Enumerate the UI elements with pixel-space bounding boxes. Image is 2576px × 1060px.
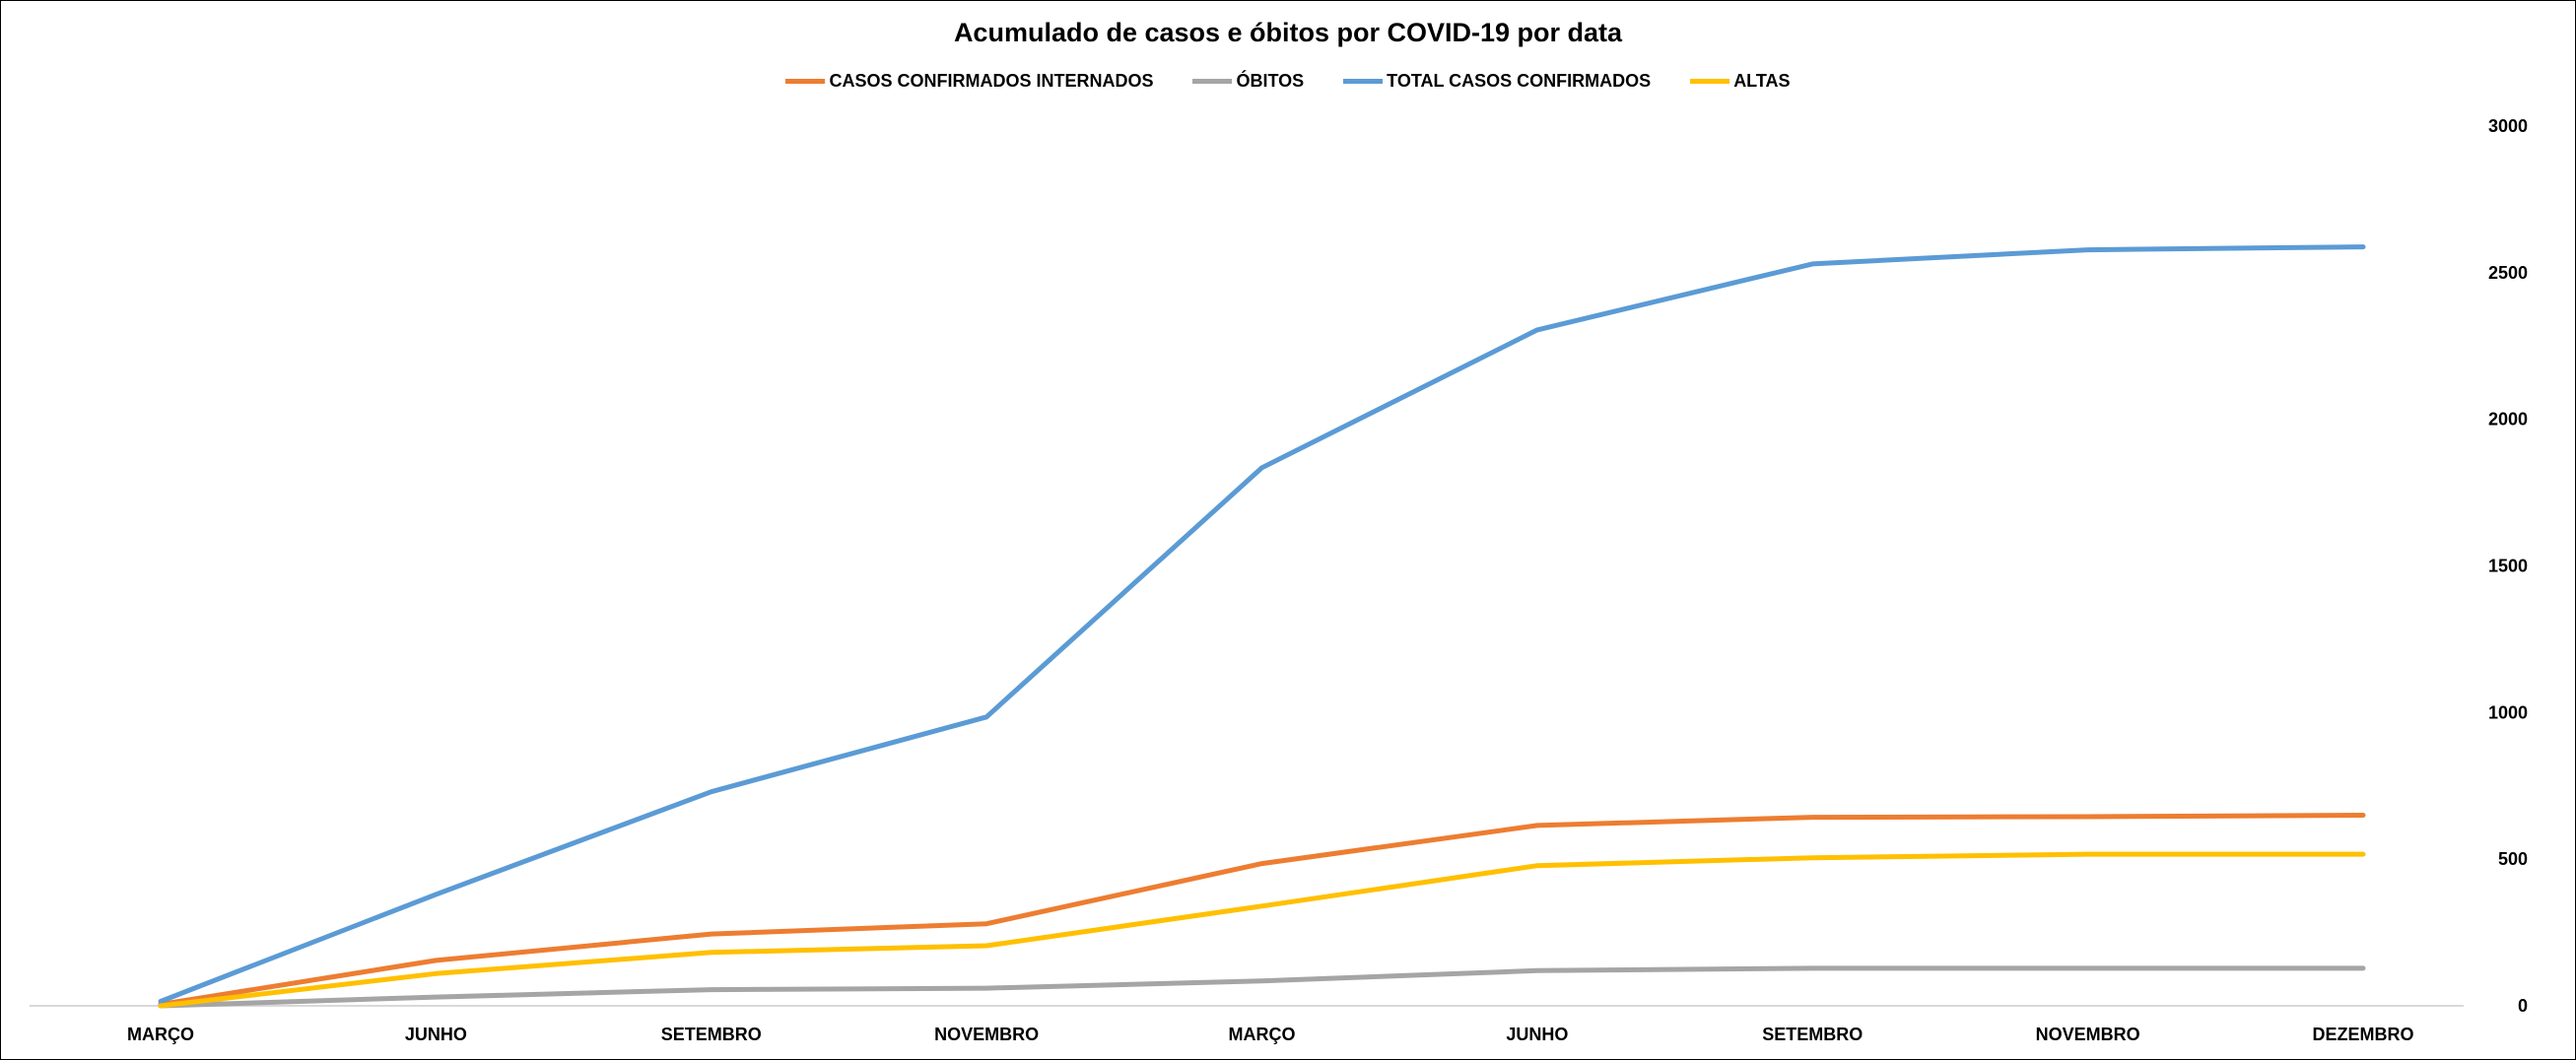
- legend-swatch: [1192, 79, 1233, 84]
- y-tick-label: 1000: [2488, 702, 2528, 722]
- legend-label: ÓBITOS: [1236, 71, 1305, 91]
- legend-label: ALTAS: [1733, 71, 1791, 91]
- x-tick-label: SETEMBRO: [661, 1025, 762, 1044]
- x-tick-label: NOVEMBRO: [934, 1025, 1039, 1044]
- series-line: [158, 965, 2366, 1009]
- series-line: [158, 851, 2366, 1009]
- chart-title: Acumulado de casos e óbitos por COVID-19…: [953, 18, 1623, 47]
- x-tick-label: JUNHO: [405, 1025, 467, 1044]
- legend-swatch: [1690, 79, 1730, 84]
- legend-swatch: [785, 79, 826, 84]
- x-tick-label: DEZEMBRO: [2313, 1025, 2414, 1044]
- y-tick-label: 1500: [2488, 557, 2528, 576]
- legend-label: TOTAL CASOS CONFIRMADOS: [1387, 71, 1652, 91]
- y-tick-label: 500: [2498, 849, 2528, 869]
- series-line: [158, 244, 2366, 1004]
- legend-item: ALTAS: [1690, 71, 1791, 92]
- legend-label: CASOS CONFIRMADOS INTERNADOS: [829, 71, 1154, 91]
- x-tick-label: JUNHO: [1506, 1025, 1568, 1044]
- y-tick-label: 2500: [2488, 263, 2528, 283]
- legend-item: TOTAL CASOS CONFIRMADOS: [1343, 71, 1651, 92]
- x-tick-label: SETEMBRO: [1762, 1025, 1863, 1044]
- series-line: [158, 813, 2366, 1007]
- legend-swatch: [1343, 79, 1384, 84]
- y-tick-label: 3000: [2488, 116, 2528, 136]
- x-tick-label: NOVEMBRO: [2036, 1025, 2140, 1044]
- legend-item: ÓBITOS: [1192, 71, 1304, 92]
- y-tick-label: 2000: [2488, 410, 2528, 430]
- x-tick-label: MARÇO: [127, 1025, 194, 1044]
- y-tick-label: 0: [2518, 996, 2528, 1016]
- legend: CASOS CONFIRMADOS INTERNADOS ÓBITOS TOTAL …: [0, 71, 2576, 92]
- x-tick-label: MARÇO: [1229, 1025, 1296, 1044]
- legend-item: CASOS CONFIRMADOS INTERNADOS: [785, 71, 1153, 92]
